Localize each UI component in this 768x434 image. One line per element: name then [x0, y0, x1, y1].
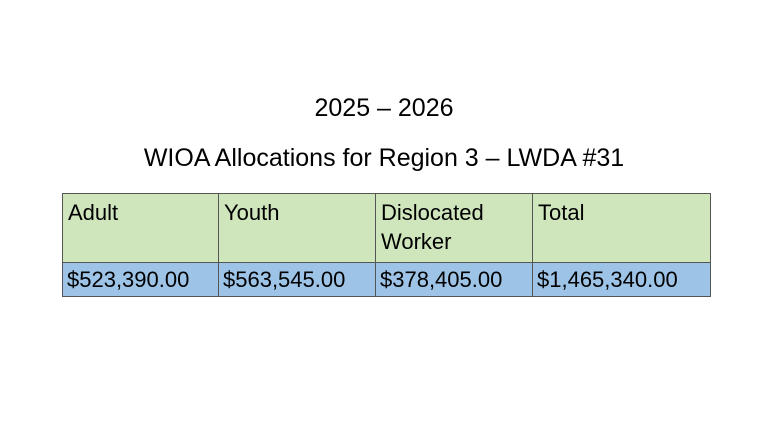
column-header: Adult [62, 193, 219, 263]
cell: $378,405.00 [375, 262, 533, 297]
years: 2025 – 2026 [314, 94, 454, 122]
table-body: Adult Youth Dislocated Worker Total $523,390… [62, 193, 711, 297]
cell: $523,390.00 [62, 262, 219, 297]
column-header: Total [532, 193, 711, 263]
title: WIOA Allocations for Region 3 – LWDA #31 [143, 144, 625, 172]
data-row: $523,390.00 $563,545.00 $378,405.00 $1,465,… [62, 262, 711, 297]
allocations-table: Adult Youth Dislocated Worker Total $523,390… [62, 193, 711, 297]
cell: $1,465,340.00 [532, 262, 711, 297]
column-header: Youth [218, 193, 376, 263]
cell: $563,545.00 [218, 262, 376, 297]
column-header: Dislocated Worker [375, 193, 533, 263]
header-row: Adult Youth Dislocated Worker Total [62, 193, 711, 263]
